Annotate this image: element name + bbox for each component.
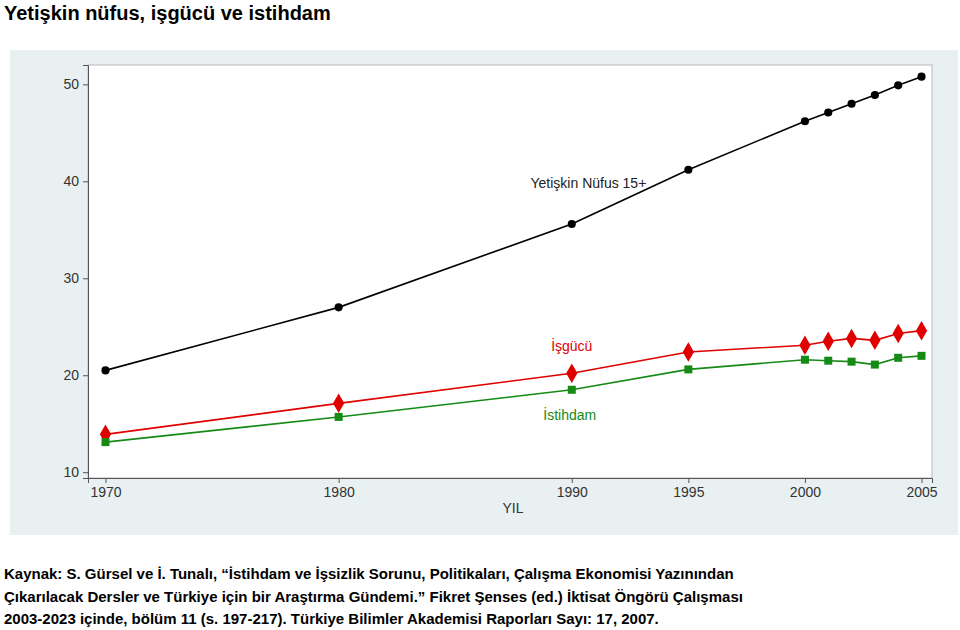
y-tick-label: 40	[63, 173, 79, 189]
series-marker	[801, 356, 809, 364]
x-tick-mark	[805, 478, 806, 483]
series-marker	[846, 329, 857, 349]
x-tick-label: 2005	[906, 484, 937, 500]
panel-background	[10, 50, 958, 535]
source-text: Kaynak: S. Gürsel ve İ. Tunalı, “İstihda…	[4, 565, 734, 582]
series-marker	[335, 303, 343, 311]
series-line	[105, 77, 921, 371]
series-marker	[823, 332, 834, 352]
y-tick: 50	[63, 76, 88, 92]
x-axis-line	[89, 479, 933, 484]
x-tick-label: 1970	[90, 484, 121, 500]
y-tick-label: 10	[63, 464, 79, 480]
y-tick-label: 50	[63, 76, 79, 92]
series-marker	[847, 100, 855, 108]
series-marker	[824, 108, 832, 116]
y-axis-line	[83, 66, 89, 479]
series-line	[105, 331, 921, 435]
series-marker	[894, 354, 902, 362]
x-tick-label: 1990	[557, 484, 588, 500]
x-tick: 1990	[557, 478, 588, 500]
x-tick-mark	[922, 478, 923, 483]
source-text: Çıkarılacak Dersler ve Türkiye için bir …	[4, 588, 743, 605]
series-marker	[333, 394, 344, 414]
y-axis: 10 20 30 40 50	[63, 66, 88, 481]
series-marker	[684, 365, 692, 373]
x-tick: 1970	[90, 478, 121, 500]
series-marker	[918, 352, 926, 360]
y-tick: 20	[63, 367, 88, 383]
x-tick-label: 1980	[324, 484, 355, 500]
series-marker	[566, 364, 577, 384]
y-tick-mark	[83, 84, 88, 85]
x-tick-mark	[105, 478, 106, 483]
x-tick-mark	[572, 478, 573, 483]
x-tick: 2005	[906, 478, 937, 500]
y-tick: 30	[63, 270, 88, 286]
data-layer	[100, 73, 927, 447]
source-text: 2003-2023 içinde, bölüm 11 (s. 197-217).…	[4, 610, 659, 627]
x-axis: 1970 1980 1990 1995 2000 2005	[89, 478, 938, 500]
y-tick-label: 20	[63, 367, 79, 383]
x-tick: 1980	[324, 478, 355, 500]
y-tick-mark	[83, 181, 88, 182]
series-marker	[101, 366, 109, 374]
x-tick: 2000	[790, 478, 821, 500]
y-tick-mark	[83, 278, 88, 279]
x-tick: 1995	[673, 478, 704, 500]
series-marker	[799, 335, 810, 355]
series-marker	[335, 413, 343, 421]
series-label: Yetişkin Nüfus 15+	[531, 175, 647, 191]
plot-area	[88, 65, 932, 478]
y-tick-mark	[83, 472, 88, 473]
series-line	[105, 356, 921, 442]
series-marker	[917, 73, 925, 81]
y-tick-mark	[83, 375, 88, 376]
series-marker	[568, 386, 576, 394]
series-marker	[894, 81, 902, 89]
series-marker	[893, 324, 904, 344]
x-axis-title: YIL	[502, 500, 523, 516]
chart: Yetişkin nüfus, işgücü ve istihdam197019…	[0, 0, 960, 630]
series-marker	[916, 321, 927, 341]
x-tick-mark	[339, 478, 340, 483]
series-marker	[871, 91, 879, 99]
series-marker	[848, 358, 856, 366]
y-tick-label: 30	[63, 270, 79, 286]
series-marker	[869, 331, 880, 351]
series-marker	[871, 361, 879, 369]
x-tick-label: 2000	[790, 484, 821, 500]
y-tick: 10	[63, 464, 88, 480]
series-label: İstihdam	[543, 406, 596, 423]
series-marker	[824, 357, 832, 365]
x-tick-mark	[688, 478, 689, 483]
series-label: İşgücü	[551, 337, 592, 354]
series-marker	[568, 220, 576, 228]
series-marker	[683, 342, 694, 362]
x-tick-label: 1995	[673, 484, 704, 500]
series-marker	[101, 438, 109, 446]
series-marker	[684, 166, 692, 174]
y-tick: 40	[63, 173, 88, 189]
title: Yetişkin nüfus, işgücü ve istihdam	[4, 2, 331, 24]
series-marker	[801, 117, 809, 125]
